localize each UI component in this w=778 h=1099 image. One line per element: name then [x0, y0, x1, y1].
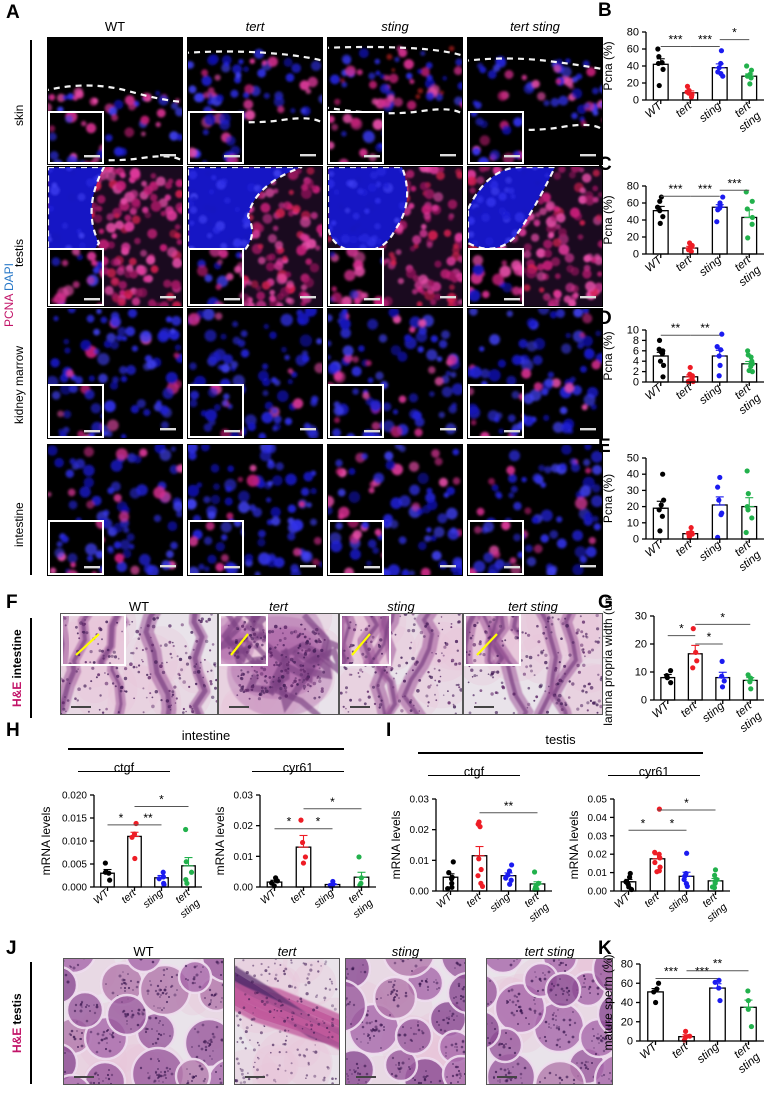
svg-text:20: 20: [627, 232, 639, 244]
svg-text:0.00: 0.00: [410, 887, 430, 898]
svg-text:WT: WT: [643, 381, 665, 402]
svg-text:*: *: [720, 610, 725, 624]
svg-text:30: 30: [627, 485, 639, 497]
svg-text:*: *: [684, 796, 689, 810]
svg-text:0.005: 0.005: [62, 860, 87, 871]
svg-text:WT: WT: [434, 890, 455, 911]
svg-text:WT: WT: [643, 253, 665, 274]
svg-text:mRNA levels: mRNA levels: [39, 807, 53, 876]
svg-text:0.01: 0.01: [410, 856, 430, 867]
svg-text:10: 10: [627, 325, 639, 337]
svg-text:*: *: [316, 815, 321, 829]
svg-text:8: 8: [633, 335, 639, 347]
svg-text:10: 10: [627, 517, 639, 529]
svg-text:**: **: [504, 799, 514, 813]
svg-text:0.01: 0.01: [234, 852, 254, 863]
svg-text:0: 0: [633, 249, 639, 261]
svg-text:*: *: [670, 816, 675, 830]
svg-text:0.00: 0.00: [234, 883, 254, 894]
svg-text:0: 0: [641, 695, 647, 707]
svg-text:***: ***: [698, 182, 712, 196]
svg-text:***: ***: [668, 32, 682, 46]
svg-text:20: 20: [635, 639, 647, 651]
svg-text:0.03: 0.03: [588, 831, 608, 842]
svg-text:WT: WT: [643, 538, 665, 559]
svg-text:2: 2: [633, 366, 639, 378]
svg-text:WT: WT: [612, 890, 633, 911]
svg-text:0: 0: [633, 534, 639, 546]
svg-text:tert: tert: [119, 886, 139, 906]
svg-text:***: ***: [727, 176, 741, 190]
svg-text:0.02: 0.02: [410, 825, 430, 836]
svg-text:WT: WT: [91, 886, 112, 907]
svg-text:0.000: 0.000: [62, 883, 87, 894]
svg-text:*: *: [732, 26, 737, 40]
svg-text:tert: tert: [674, 254, 695, 274]
svg-text:tert: tert: [674, 539, 695, 559]
svg-text:60: 60: [627, 198, 639, 210]
svg-text:Pcna (%): Pcna (%): [601, 195, 615, 244]
svg-text:4: 4: [633, 356, 639, 368]
svg-text:50: 50: [627, 453, 639, 465]
svg-text:**: **: [671, 321, 681, 335]
svg-text:40: 40: [627, 61, 639, 73]
svg-text:lamina propria width (um): lamina propria width (um): [601, 596, 615, 726]
svg-text:0.01: 0.01: [588, 868, 608, 879]
svg-text:***: ***: [698, 32, 712, 46]
svg-text:Pcna (%): Pcna (%): [601, 41, 615, 90]
svg-text:10: 10: [635, 667, 647, 679]
svg-text:tert: tert: [642, 890, 662, 910]
svg-text:tert: tert: [674, 100, 695, 120]
svg-text:0.00: 0.00: [588, 887, 608, 898]
svg-text:*: *: [679, 622, 684, 636]
svg-text:WT: WT: [650, 699, 672, 720]
svg-text:0: 0: [633, 95, 639, 107]
svg-text:*: *: [641, 816, 646, 830]
svg-text:0.015: 0.015: [62, 814, 87, 825]
svg-text:tert: tert: [674, 382, 695, 402]
svg-text:30: 30: [635, 611, 647, 623]
svg-text:**: **: [700, 321, 710, 335]
svg-text:WT: WT: [258, 886, 279, 907]
svg-text:0.020: 0.020: [62, 791, 87, 802]
svg-text:60: 60: [627, 44, 639, 56]
svg-text:***: ***: [668, 182, 682, 196]
svg-text:0.04: 0.04: [588, 813, 608, 824]
svg-text:tert: tert: [288, 886, 308, 906]
svg-text:Pcna (%): Pcna (%): [601, 474, 615, 523]
svg-text:0.05: 0.05: [588, 795, 608, 806]
svg-text:80: 80: [627, 181, 639, 193]
svg-text:0.02: 0.02: [234, 821, 254, 832]
svg-text:mRNA levels: mRNA levels: [389, 811, 403, 880]
svg-text:6: 6: [633, 345, 639, 357]
svg-text:mRNA levels: mRNA levels: [567, 811, 581, 880]
svg-text:mRNA levels: mRNA levels: [213, 807, 227, 876]
svg-text:tert: tert: [464, 890, 484, 910]
svg-text:*: *: [330, 795, 335, 809]
svg-text:*: *: [119, 811, 124, 825]
svg-text:tert: tert: [679, 700, 700, 720]
svg-text:0.03: 0.03: [410, 795, 430, 806]
svg-text:WT: WT: [643, 99, 665, 120]
svg-text:Pcna (%): Pcna (%): [601, 331, 615, 380]
svg-text:*: *: [159, 793, 164, 807]
svg-text:0.02: 0.02: [588, 850, 608, 861]
svg-text:40: 40: [627, 469, 639, 481]
svg-text:0: 0: [633, 377, 639, 389]
svg-text:40: 40: [627, 215, 639, 227]
svg-text:20: 20: [627, 501, 639, 513]
svg-text:*: *: [707, 630, 712, 644]
svg-text:20: 20: [627, 78, 639, 90]
svg-text:80: 80: [627, 27, 639, 39]
svg-text:*: *: [287, 815, 292, 829]
svg-text:0.010: 0.010: [62, 837, 87, 848]
svg-text:**: **: [143, 811, 153, 825]
svg-text:0.03: 0.03: [234, 791, 254, 802]
